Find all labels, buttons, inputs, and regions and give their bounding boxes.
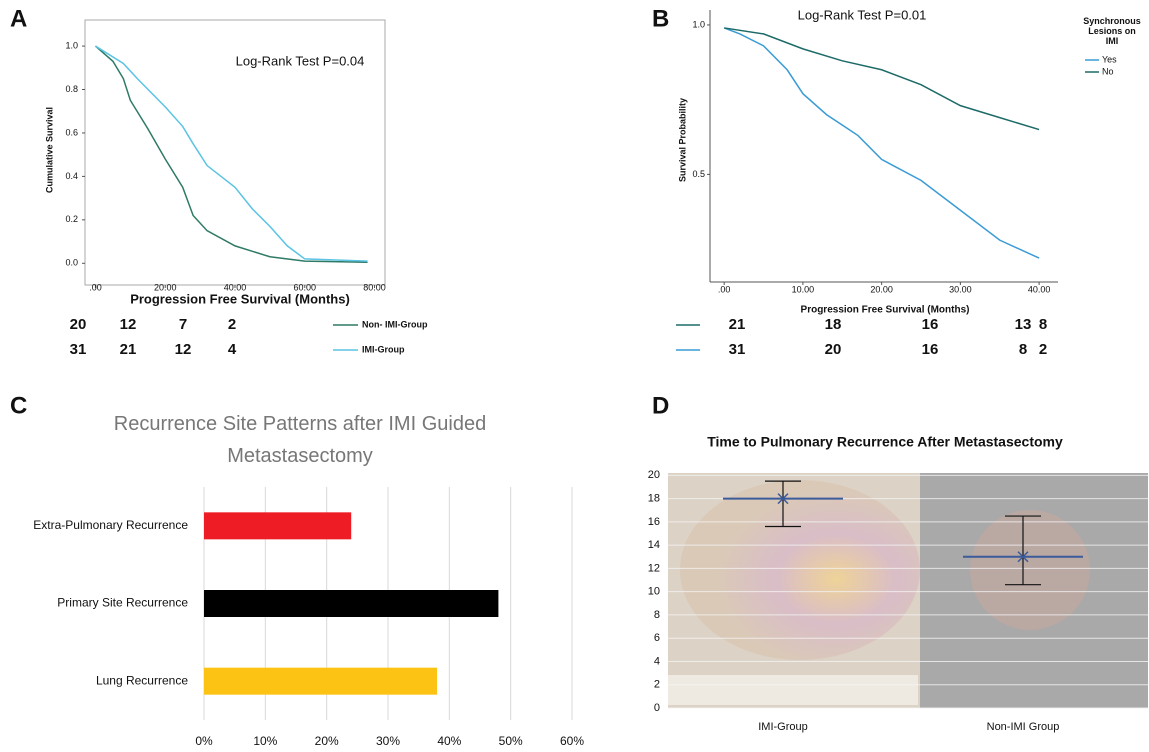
x-tick-label: 30%: [376, 734, 400, 748]
x-tick-label: 20.00: [154, 282, 177, 292]
y-tick-label: 20: [648, 469, 660, 481]
legend-label: No: [1102, 66, 1114, 76]
y-tick-label: 1.0: [65, 40, 78, 50]
legend-label: IMI-Group: [362, 344, 405, 354]
x-tick-label: 20%: [315, 734, 339, 748]
x-tick-label: 0%: [195, 734, 213, 748]
survival-curve: [94, 45, 368, 263]
x-tick-label: 40%: [437, 734, 461, 748]
x-tick-label: 10.00: [792, 284, 815, 294]
y-tick-label: 6: [654, 632, 660, 644]
y-axis-label: Cumulative Survival: [44, 107, 54, 193]
at-risk-count: 16: [922, 341, 939, 358]
at-risk-count: 13: [1015, 316, 1032, 333]
mean-marker: [777, 493, 789, 505]
at-risk-count: 18: [825, 316, 842, 333]
legend-title: Synchronous Lesions on IMI: [1083, 16, 1141, 46]
chart-title: Time to Pulmonary Recurrence After Metas…: [707, 434, 1063, 450]
surgery: [970, 510, 1090, 630]
chart-title: Recurrence Site Patterns after IMI Guide…: [113, 413, 487, 467]
x-tick-label: 60%: [560, 734, 584, 748]
bar: [204, 667, 438, 695]
at-risk-count: 8: [1019, 341, 1027, 358]
y-tick-label: 4: [654, 655, 660, 667]
y-tick-label: 0.8: [65, 84, 78, 94]
at-risk-count: 12: [120, 316, 137, 333]
specimen: [680, 480, 920, 660]
x-tick-label: 60.00: [294, 282, 317, 292]
annotation: Log-Rank Test P=0.04: [236, 53, 365, 68]
y-tick-label: 0.6: [65, 127, 78, 137]
at-risk-count: 16: [922, 316, 939, 333]
y-tick-label: 2: [654, 679, 660, 691]
x-tick-label: 20.00: [870, 284, 893, 294]
survival-curve: [723, 27, 1040, 259]
survival-curve: [724, 27, 1040, 131]
y-tick-label: 1.0: [692, 19, 705, 29]
bar: [204, 512, 352, 540]
category-label: Lung Recurrence: [96, 673, 188, 687]
legend-label: Non- IMI-Group: [362, 319, 428, 329]
y-tick-label: 8: [654, 609, 660, 621]
y-tick-label: 18: [648, 493, 660, 505]
panel-letter: B: [652, 5, 669, 32]
x-tick-label: 30.00: [949, 284, 972, 294]
at-risk-count: 2: [1039, 341, 1047, 358]
y-tick-label: 0.4: [65, 171, 78, 181]
at-risk-count: 7: [179, 316, 187, 333]
survival-curve: [95, 45, 368, 262]
at-risk-count: 12: [175, 341, 192, 358]
x-tick-label: .00: [718, 284, 731, 294]
at-risk-count: 20: [825, 341, 842, 358]
y-tick-label: 10: [648, 586, 660, 598]
at-risk-count: 20: [70, 316, 87, 333]
at-risk-count: 21: [729, 316, 746, 333]
at-risk-count: 8: [1039, 316, 1047, 333]
x-tick-label: 50%: [499, 734, 523, 748]
title-box: Recurrence Site Patterns after IMI Guide…: [113, 413, 487, 467]
panel-letter: C: [10, 392, 27, 419]
x-axis-label: Progression Free Survival (Months): [130, 291, 350, 306]
panel-letter: A: [10, 5, 27, 32]
y-tick-label: 0.5: [692, 169, 705, 179]
at-risk-count: 31: [729, 341, 746, 358]
at-risk-count: 2: [228, 316, 236, 333]
y-tick-label: 12: [648, 562, 660, 574]
x-tick-label: .00: [89, 282, 102, 292]
at-risk-count: 21: [120, 341, 137, 358]
legend-label: Yes: [1102, 54, 1117, 64]
at-risk-count: 31: [70, 341, 87, 358]
annotation: Log-Rank Test P=0.01: [798, 7, 927, 22]
bar: [204, 590, 499, 617]
category-label: Non-IMI Group: [987, 721, 1060, 733]
y-tick-label: 0.2: [65, 214, 78, 224]
x-tick-label: 40.00: [224, 282, 247, 292]
y-tick-label: 0.0: [65, 258, 78, 268]
panel-letter: D: [652, 392, 669, 419]
category-label: Extra-Pulmonary Recurrence: [33, 518, 188, 532]
y-tick-label: 16: [648, 516, 660, 528]
category-label: Primary Site Recurrence: [57, 596, 188, 610]
x-axis-label: Progression Free Survival (Months): [801, 305, 970, 316]
y-axis-label: Survival Probability: [677, 98, 687, 182]
at-risk-count: 4: [228, 341, 237, 358]
y-tick-label: 14: [648, 539, 660, 551]
x-tick-label: 10%: [253, 734, 277, 748]
y-tick-label: 0: [654, 702, 660, 714]
x-tick-label: 80.00: [363, 282, 386, 292]
mean-marker: [1017, 551, 1029, 563]
ruler: [668, 675, 918, 705]
category-label: IMI-Group: [758, 721, 808, 733]
x-tick-label: 40.00: [1028, 284, 1051, 294]
